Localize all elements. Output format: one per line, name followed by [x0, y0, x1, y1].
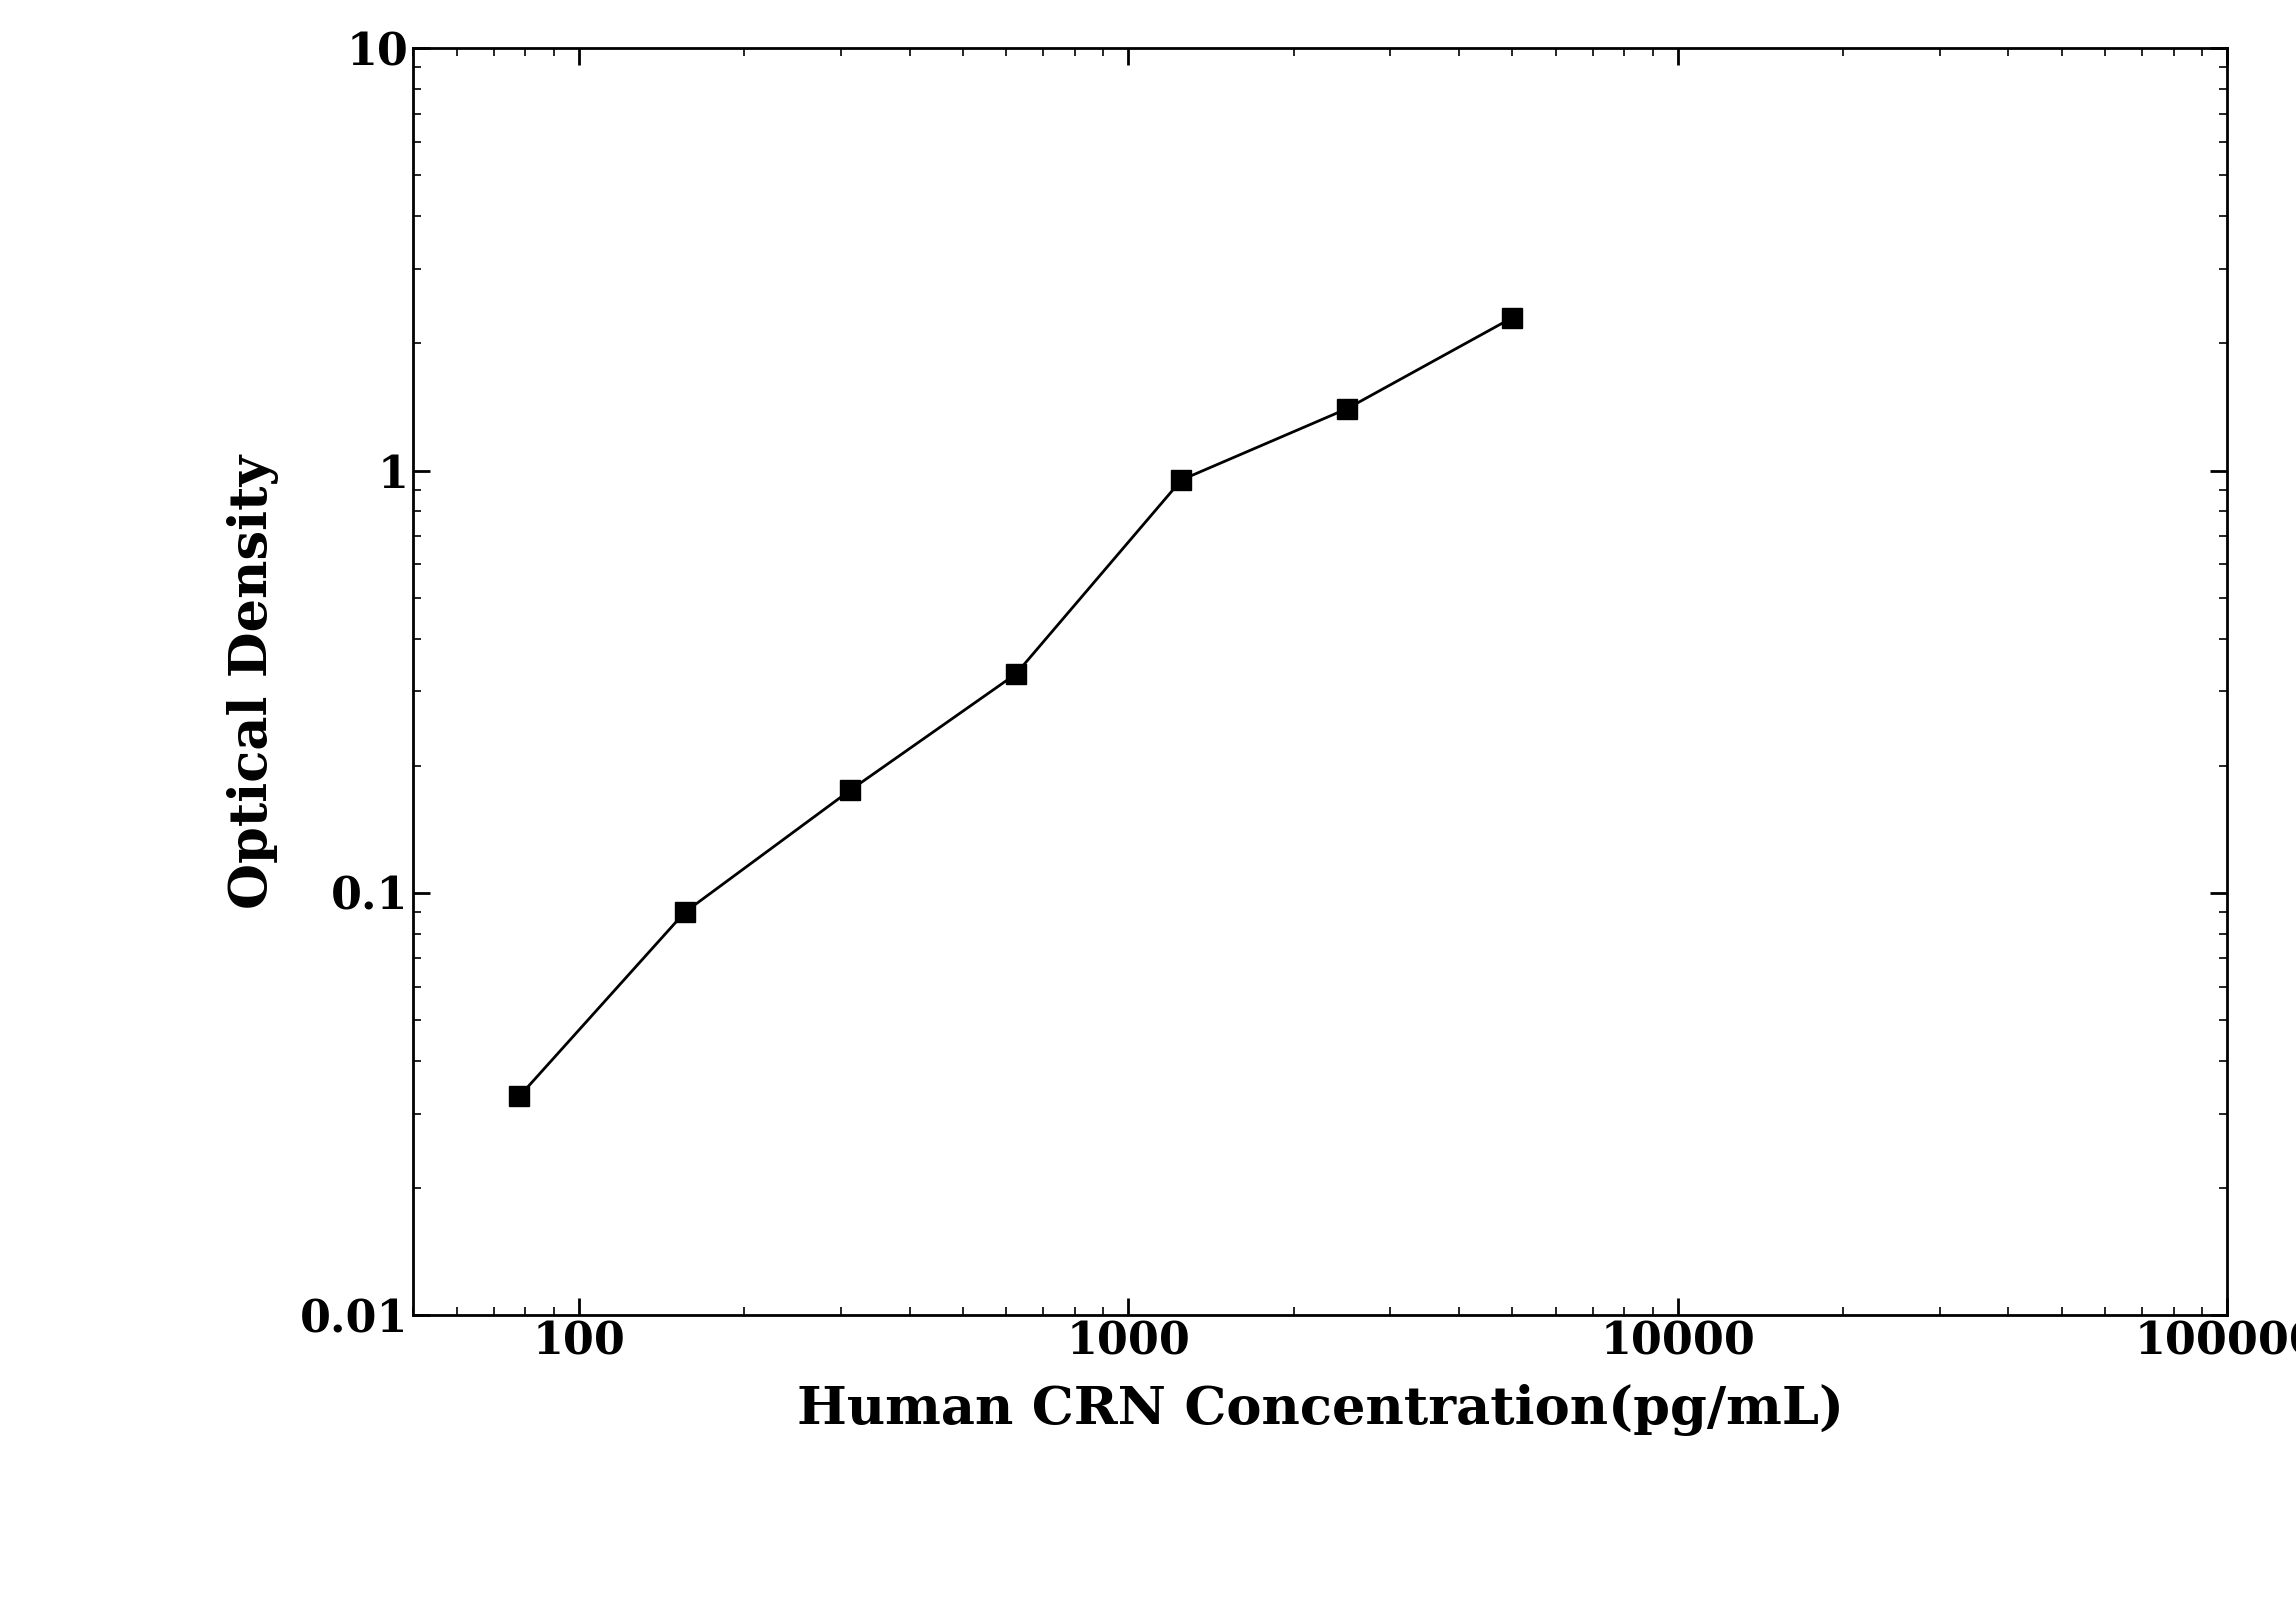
Y-axis label: Optical Density: Optical Density	[227, 454, 280, 909]
X-axis label: Human CRN Concentration(pg/mL): Human CRN Concentration(pg/mL)	[797, 1384, 1844, 1436]
